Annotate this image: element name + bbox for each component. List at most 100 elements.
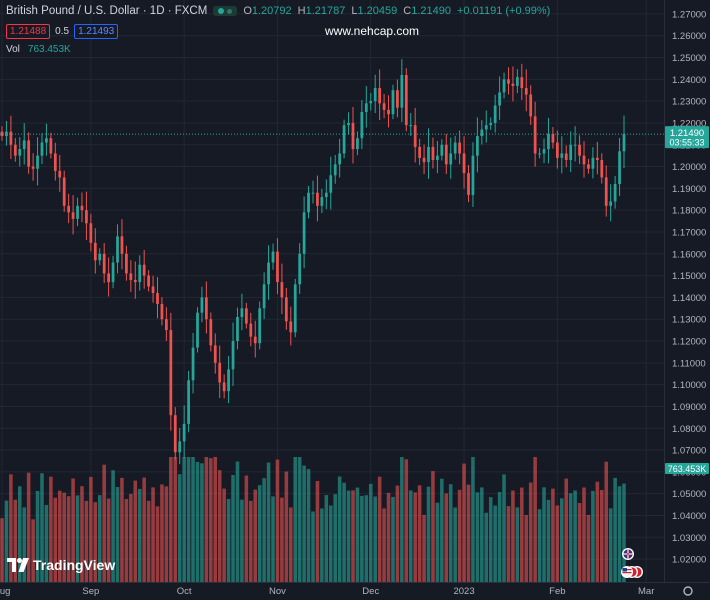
candle-body <box>209 319 213 346</box>
candle-body <box>160 303 164 320</box>
x-tick-label: Aug <box>0 586 10 597</box>
candle-body <box>542 149 546 154</box>
volume-bar <box>542 487 546 582</box>
candle-body <box>467 173 470 195</box>
volume-bar <box>422 514 426 582</box>
buy-button[interactable]: 1.21493 <box>74 24 119 39</box>
volume-bar <box>528 482 533 582</box>
settings-gear-icon[interactable] <box>683 586 693 596</box>
candle-body <box>187 380 190 424</box>
candle-body <box>293 284 297 333</box>
volume-bar <box>395 485 400 582</box>
volume-bar <box>275 459 280 582</box>
volume-bar <box>271 496 275 582</box>
volume-bar <box>417 485 422 582</box>
volume-bar <box>471 457 475 582</box>
candle-body <box>262 284 266 309</box>
us-event-flags-icon[interactable] <box>621 566 643 578</box>
volume-bar <box>511 490 515 582</box>
volume-bar <box>462 463 466 582</box>
volume-bar <box>213 457 218 582</box>
volume-bar <box>364 495 369 582</box>
candle-body <box>369 101 373 104</box>
tradingview-logo-icon <box>7 558 29 572</box>
y-tick-label: 1.27000 <box>672 9 706 20</box>
y-tick-label: 1.16000 <box>672 249 706 260</box>
volume-bar <box>22 507 26 582</box>
candle-body <box>93 242 97 261</box>
tradingview-logo-text: TradingView <box>33 557 116 573</box>
candle-body <box>609 201 613 206</box>
market-status-indicator[interactable] <box>213 6 238 16</box>
candle-body <box>524 88 528 95</box>
volume-bar <box>75 495 80 582</box>
candle-body <box>551 133 555 143</box>
spread-value: 0.5 <box>55 26 70 37</box>
watermark: www.nehcap.com <box>325 24 420 38</box>
y-tick-label: 1.20000 <box>672 162 706 173</box>
candle-body <box>378 88 382 104</box>
candle-body <box>18 149 22 156</box>
volume-bar <box>533 457 537 582</box>
volume-label[interactable]: Vol <box>6 44 20 55</box>
volume-bar <box>413 492 417 582</box>
candle-body <box>222 382 226 392</box>
candle-body <box>498 92 501 106</box>
volume-bar <box>169 457 173 582</box>
candle-body <box>107 273 111 283</box>
volume-bar <box>315 481 320 582</box>
candle-body <box>462 153 466 174</box>
y-tick-label: 1.15000 <box>672 271 706 282</box>
tradingview-logo[interactable]: TradingView <box>7 557 115 573</box>
uk-event-flag-icon[interactable] <box>622 548 634 560</box>
volume-bar <box>142 477 146 582</box>
volume-bar <box>546 499 551 582</box>
sell-button[interactable]: 1.21488 <box>6 24 51 39</box>
candle-body <box>320 197 324 206</box>
candle-body <box>156 293 159 304</box>
y-tick-label: 1.23000 <box>672 97 706 108</box>
candle-body <box>258 308 262 344</box>
data-feed-icon <box>227 8 233 14</box>
candle-body <box>431 146 435 161</box>
high-value: 1.21787 <box>305 5 346 17</box>
volume-axis-value: 763.453K <box>668 464 707 474</box>
symbol-title[interactable]: British Pound / U.S. Dollar · 1D · FXCM <box>6 5 208 17</box>
y-tick-label: 1.07000 <box>672 446 706 457</box>
volume-bar <box>182 457 186 582</box>
close-label: C <box>403 5 412 17</box>
candle-body <box>489 122 493 126</box>
volume-bar <box>137 488 142 582</box>
volume-bar <box>84 500 89 582</box>
candle-body <box>298 253 302 285</box>
candle-body <box>396 90 399 108</box>
volume-bar <box>177 474 182 582</box>
candle-body <box>9 131 13 145</box>
candle-body <box>578 144 581 156</box>
candle-body <box>116 236 119 263</box>
volume-bar <box>306 469 311 582</box>
volume-bar <box>520 487 524 582</box>
volume-bar <box>608 508 613 582</box>
y-tick-label: 1.19000 <box>672 184 706 195</box>
candle-body <box>191 347 195 381</box>
candle-body <box>165 319 168 331</box>
candle-body <box>458 142 461 154</box>
candle-body <box>276 251 279 283</box>
volume-bar <box>551 488 555 582</box>
candle-body <box>129 273 133 280</box>
volume-bar <box>133 480 138 582</box>
volume-bar <box>57 490 62 582</box>
volume-bar <box>440 478 444 582</box>
candle-body <box>169 330 173 416</box>
volume-bar <box>377 476 382 582</box>
volume-bar <box>484 512 489 582</box>
x-tick-label: Oct <box>177 586 192 597</box>
candle-body <box>382 103 386 110</box>
y-tick-label: 1.03000 <box>672 533 706 544</box>
candle-body <box>311 192 315 194</box>
candle-body <box>138 264 142 283</box>
volume-bar <box>204 457 209 582</box>
volume-bar <box>297 457 302 582</box>
